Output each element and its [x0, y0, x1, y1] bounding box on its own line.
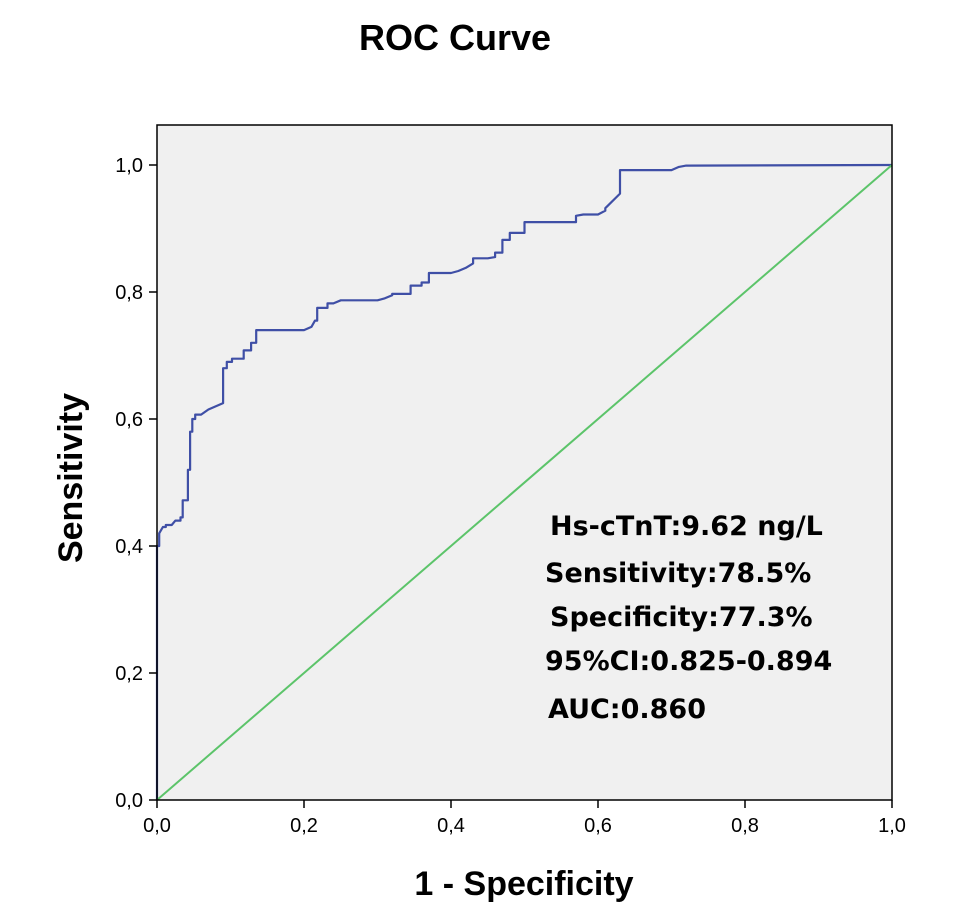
y-axis-label: Sensitivity [52, 393, 90, 563]
x-tick-label: 0,2 [290, 815, 318, 837]
roc-curve-line [155, 163, 893, 800]
series-layer [155, 163, 893, 801]
y-tick-label: 0,6 [115, 409, 143, 431]
annotation-box: Hs-cTnT:9.62 ng/L Sensitivity:78.5% Spec… [545, 511, 832, 725]
y-tick-label: 1,0 [115, 155, 143, 177]
x-tick-label: 1,0 [878, 815, 906, 837]
x-axis-label: 1 - Specificity [414, 865, 633, 903]
y-axis: 0,0 0,2 0,4 0,6 0,8 1,0 [115, 155, 157, 812]
x-tick-label: 0,4 [437, 815, 465, 837]
annotation-specificity: Specificity:77.3% [550, 602, 813, 633]
y-tick-label: 0,2 [115, 663, 143, 685]
reference-diagonal-line [156, 164, 893, 801]
x-tick-label: 0,8 [731, 815, 759, 837]
y-tick-label: 0,0 [115, 790, 143, 812]
annotation-ci: 95%CI:0.825-0.894 [545, 646, 832, 677]
annotation-cutoff: Hs-cTnT:9.62 ng/L [550, 511, 823, 542]
y-tick-label: 0,4 [115, 536, 143, 558]
chart-title: ROC Curve [359, 17, 551, 58]
x-tick-label: 0,6 [584, 815, 612, 837]
x-axis: 0,0 0,2 0,4 0,6 0,8 1,0 [143, 800, 906, 837]
annotation-sensitivity: Sensitivity:78.5% [545, 558, 811, 589]
annotation-auc: AUC:0.860 [548, 694, 706, 725]
x-tick-label: 0,0 [143, 815, 171, 837]
y-tick-label: 0,8 [115, 282, 143, 304]
plot-frame [156, 124, 893, 801]
plot-area [157, 125, 892, 800]
